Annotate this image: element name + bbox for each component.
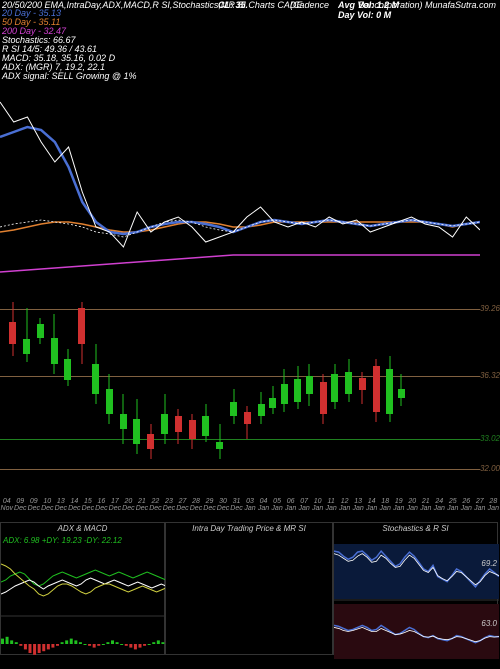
candle	[294, 294, 301, 494]
level-label: 36.32	[480, 371, 500, 380]
candle	[161, 294, 168, 494]
candle	[345, 294, 352, 494]
level-label: 39.26	[480, 304, 500, 313]
svg-text:69.2: 69.2	[481, 559, 497, 568]
intraday-panel: Intra Day Trading Price & MR SI	[165, 522, 333, 655]
date-tick: 27Jan	[473, 498, 487, 522]
header: 20/50/200 EMA,IntraDay,ADX,MACD,R SI,Sto…	[0, 0, 500, 72]
date-tick: 21Dec	[135, 498, 149, 522]
date-tick: 09Dec	[14, 498, 28, 522]
candle	[216, 294, 223, 494]
ema-chart	[0, 72, 500, 294]
date-tick: 10Jan	[311, 498, 325, 522]
candle	[133, 294, 140, 494]
candle	[175, 294, 182, 494]
date-tick: 26Jan	[460, 498, 474, 522]
date-tick: 21Jan	[419, 498, 433, 522]
panel-title: Stochastics & R SI	[334, 523, 497, 534]
date-tick: 13Jan	[351, 498, 365, 522]
date-tick: 25Jan	[446, 498, 460, 522]
date-tick: 14Dec	[68, 498, 82, 522]
level-label: 33.02	[480, 434, 500, 443]
stoch-rsi-panel: Stochastics & R SI 69.2 63.0	[333, 522, 498, 655]
date-tick: 04Jan	[257, 498, 271, 522]
date-tick: 09Dec	[27, 498, 41, 522]
candle	[92, 294, 99, 494]
company: (Cadence	[290, 0, 329, 10]
adx-macd-panel: ADX & MACD ADX: 6.98 +DY: 19.23 -DY: 22.…	[0, 522, 165, 655]
date-tick: 30Dec	[216, 498, 230, 522]
candle	[306, 294, 313, 494]
date-tick: 06Jan	[284, 498, 298, 522]
date-tick: 19Jan	[392, 498, 406, 522]
date-tick: 29Dec	[203, 498, 217, 522]
candle-chart: 39.26 36.32 33.02 32.00	[0, 294, 500, 494]
level-line	[0, 309, 480, 310]
candle	[202, 294, 209, 494]
candle	[120, 294, 127, 494]
date-tick: 24Jan	[433, 498, 447, 522]
candle	[147, 294, 154, 494]
candle	[359, 294, 366, 494]
panel-title: Intra Day Trading Price & MR SI	[166, 523, 332, 534]
date-tick: 14Jan	[365, 498, 379, 522]
date-tick: 31Dec	[230, 498, 244, 522]
candle	[51, 294, 58, 494]
candle	[9, 294, 16, 494]
date-tick: 18Jan	[378, 498, 392, 522]
candle	[281, 294, 288, 494]
candle	[331, 294, 338, 494]
date-tick: 07Jan	[297, 498, 311, 522]
date-tick: 03Jan	[243, 498, 257, 522]
candle	[244, 294, 251, 494]
candle	[269, 294, 276, 494]
candle	[398, 294, 405, 494]
level-line	[0, 376, 480, 377]
candle	[230, 294, 237, 494]
date-tick: 16Dec	[95, 498, 109, 522]
date-tick: 20Jan	[405, 498, 419, 522]
date-tick: 12Jan	[338, 498, 352, 522]
adx-values: ADX: 6.98 +DY: 19.23 -DY: 22.12	[3, 536, 122, 545]
close-val: CL: 35.	[218, 0, 248, 10]
date-tick: 10Dec	[41, 498, 55, 522]
level-label: 32.00	[480, 464, 500, 473]
candle	[373, 294, 380, 494]
candle	[258, 294, 265, 494]
date-tick: 05Jan	[270, 498, 284, 522]
day-vol: Day Vol: 0 M	[338, 10, 391, 20]
date-tick: 22Dec	[149, 498, 163, 522]
date-tick: 04Nov	[0, 498, 14, 522]
level-line	[0, 469, 480, 470]
date-axis: 04Nov09Dec09Dec10Dec13Dec14Dec15Dec16Dec…	[0, 494, 500, 522]
bottom-row: ADX & MACD ADX: 6.98 +DY: 19.23 -DY: 22.…	[0, 522, 500, 655]
svg-text:63.0: 63.0	[481, 619, 497, 628]
candle	[37, 294, 44, 494]
date-tick: 28Dec	[189, 498, 203, 522]
avg-vol: Avg Vol: 1.2 M	[338, 0, 399, 10]
date-tick: 15Dec	[81, 498, 95, 522]
date-tick: 11Jan	[324, 498, 338, 522]
date-tick: 27Dec	[176, 498, 190, 522]
candle	[64, 294, 71, 494]
date-tick: 20Dec	[122, 498, 136, 522]
candle	[189, 294, 196, 494]
date-tick: 17Dec	[108, 498, 122, 522]
candle	[320, 294, 327, 494]
date-tick: 28Jan	[487, 498, 500, 522]
panel-title: ADX & MACD	[1, 523, 164, 534]
level-line	[0, 439, 480, 440]
date-tick: 13Dec	[54, 498, 68, 522]
date-tick: 23Dec	[162, 498, 176, 522]
candle	[78, 294, 85, 494]
candle	[106, 294, 113, 494]
candle	[386, 294, 393, 494]
candle	[23, 294, 30, 494]
